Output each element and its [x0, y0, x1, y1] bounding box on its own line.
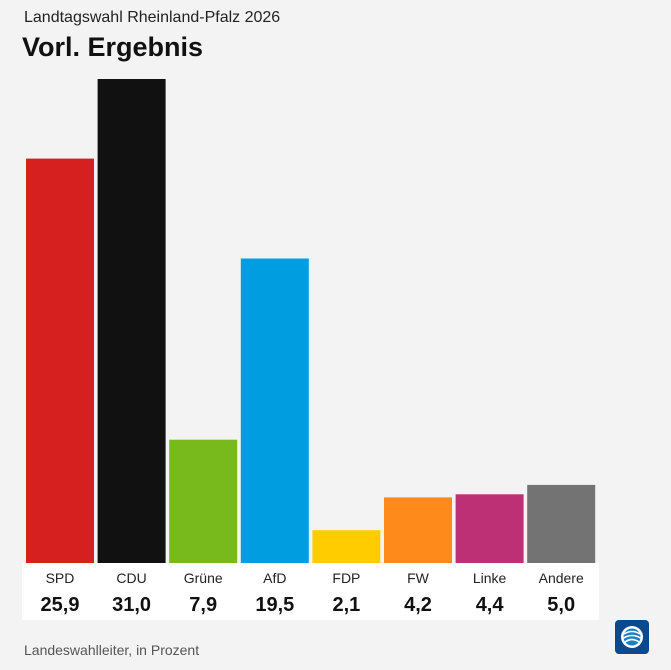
category-label-fw: FW — [407, 570, 430, 586]
bar-linke — [455, 494, 524, 563]
category-label-linke: Linke — [473, 570, 507, 586]
category-label-gruene: Grüne — [184, 570, 223, 586]
category-label-spd: SPD — [46, 570, 75, 586]
value-label-fw: 4,2 — [404, 594, 432, 616]
bar-afd — [240, 258, 309, 563]
value-label-linke: 4,4 — [476, 594, 505, 616]
bar-fdp — [312, 530, 381, 563]
bar-cdu — [97, 79, 166, 563]
value-label-afd: 19,5 — [255, 594, 294, 616]
category-label-cdu: CDU — [116, 570, 146, 586]
category-label-fdp: FDP — [332, 570, 360, 586]
bar-gruene — [169, 439, 238, 563]
bar-andere — [527, 484, 596, 563]
value-label-andere: 5,0 — [547, 594, 575, 616]
value-label-gruene: 7,9 — [189, 594, 217, 616]
chart-subtitle: Landtagswahl Rheinland-Pfalz 2026 — [24, 9, 281, 26]
chart-title: Vorl. Ergebnis — [22, 32, 204, 62]
label-panel — [22, 563, 599, 620]
value-label-spd: 25,9 — [41, 594, 80, 616]
value-label-cdu: 31,0 — [112, 594, 151, 616]
tagesschau-logo-icon — [615, 620, 649, 654]
source-note: Landeswahlleiter, in Prozent — [24, 642, 200, 658]
category-label-afd: AfD — [263, 570, 286, 586]
bar-fw — [384, 497, 452, 563]
bar-spd — [26, 158, 94, 563]
category-label-andere: Andere — [539, 570, 584, 586]
value-label-fdp: 2,1 — [332, 594, 360, 616]
